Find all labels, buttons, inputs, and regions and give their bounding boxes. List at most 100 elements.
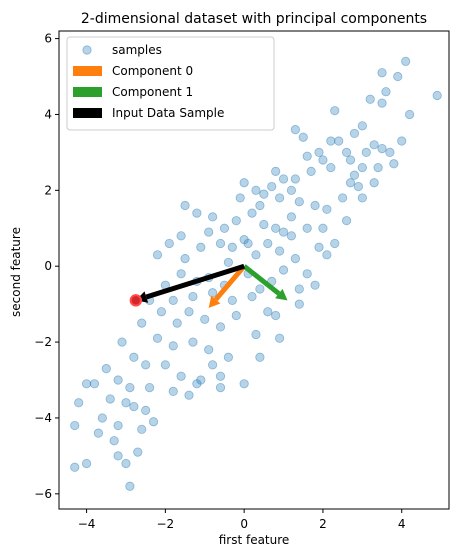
sample-point	[196, 375, 206, 385]
sample-point	[188, 291, 198, 302]
sample-point	[223, 257, 233, 268]
sample-point	[278, 227, 289, 237]
sample-point	[373, 162, 383, 173]
sample-point	[286, 185, 297, 195]
sample-point	[432, 90, 442, 101]
sample-point	[227, 295, 237, 305]
sample-point	[306, 166, 316, 176]
sample-point	[93, 428, 103, 438]
sample-point	[121, 398, 131, 408]
sample-point	[223, 352, 233, 362]
y-tick-label: 2	[44, 183, 52, 197]
sample-point	[121, 458, 131, 469]
sample-point	[231, 310, 241, 321]
sample-point	[377, 144, 387, 154]
component-1-arrow	[242, 264, 281, 296]
input-sample-point	[129, 294, 143, 307]
sample-point	[255, 200, 265, 211]
sample-point	[294, 299, 304, 309]
sample-point	[74, 398, 84, 408]
sample-point	[271, 223, 281, 233]
sample-point	[227, 242, 237, 252]
sample-point	[255, 284, 265, 294]
sample-point	[330, 238, 340, 249]
input-data-sample-arrow	[145, 263, 245, 300]
sample-point	[259, 219, 269, 230]
sample-point	[176, 269, 186, 279]
sample-point	[251, 329, 261, 340]
sample-point	[326, 136, 336, 146]
x-tick-label: −2	[157, 517, 175, 531]
sample-point	[286, 231, 297, 241]
sample-point	[208, 212, 218, 222]
sample-point	[278, 174, 289, 184]
sample-point	[251, 250, 261, 260]
sample-point	[125, 383, 135, 393]
sample-point	[204, 227, 214, 237]
sample-point	[168, 341, 178, 351]
sample-point	[298, 132, 308, 142]
sample-point	[239, 379, 249, 389]
sample-point	[357, 121, 367, 131]
sample-point	[160, 360, 170, 370]
legend-label: samples	[112, 43, 162, 57]
sample-point	[215, 383, 226, 393]
sample-point	[377, 98, 387, 108]
legend-box	[66, 36, 275, 131]
sample-point	[89, 379, 100, 389]
sample-point	[361, 147, 371, 157]
sample-point	[145, 383, 155, 393]
sample-point	[275, 193, 285, 203]
sample-point	[188, 337, 198, 347]
sample-point	[381, 87, 391, 97]
sample-point	[156, 307, 167, 317]
sample-point	[255, 352, 265, 362]
sample-point	[137, 424, 147, 434]
sample-point	[129, 352, 139, 362]
sample-point	[278, 265, 289, 275]
sample-point	[294, 284, 304, 294]
y-tick-label: −6	[34, 487, 52, 501]
sample-point	[405, 109, 415, 120]
sample-point	[113, 375, 123, 385]
sample-point	[172, 318, 182, 328]
x-tick-label: −4	[78, 517, 96, 531]
sample-point	[286, 212, 297, 222]
sample-point	[302, 269, 312, 279]
legend-marker	[73, 87, 102, 97]
sample-point	[243, 238, 253, 249]
sample-point	[401, 56, 411, 66]
sample-point	[196, 242, 206, 252]
sample-point	[141, 405, 151, 415]
sample-point	[184, 390, 194, 400]
sample-point	[389, 159, 399, 169]
sample-point	[334, 136, 344, 146]
sample-point	[290, 254, 300, 264]
sample-point	[97, 413, 107, 423]
x-tick-label: 0	[240, 517, 248, 531]
sample-point	[192, 379, 202, 389]
sample-point	[345, 155, 356, 165]
sample-point	[330, 106, 340, 116]
sample-point	[239, 235, 249, 245]
sample-point	[377, 68, 387, 78]
sample-point	[353, 181, 363, 192]
sample-point	[215, 238, 226, 249]
legend-marker	[73, 66, 102, 76]
sample-point	[231, 216, 241, 226]
sample-point	[310, 200, 320, 211]
sample-point	[141, 360, 151, 370]
sample-point	[247, 291, 257, 302]
sample-point	[385, 147, 395, 157]
sample-point	[259, 189, 269, 199]
sample-point	[184, 307, 194, 317]
y-tick-label: −4	[34, 411, 52, 425]
sample-point	[113, 420, 123, 431]
legend-label: Component 1	[112, 85, 193, 99]
sample-point	[302, 151, 312, 161]
sample-point	[105, 394, 115, 404]
sample-point	[137, 318, 147, 328]
sample-point	[148, 417, 159, 427]
y-axis-label: second feature	[9, 227, 23, 317]
